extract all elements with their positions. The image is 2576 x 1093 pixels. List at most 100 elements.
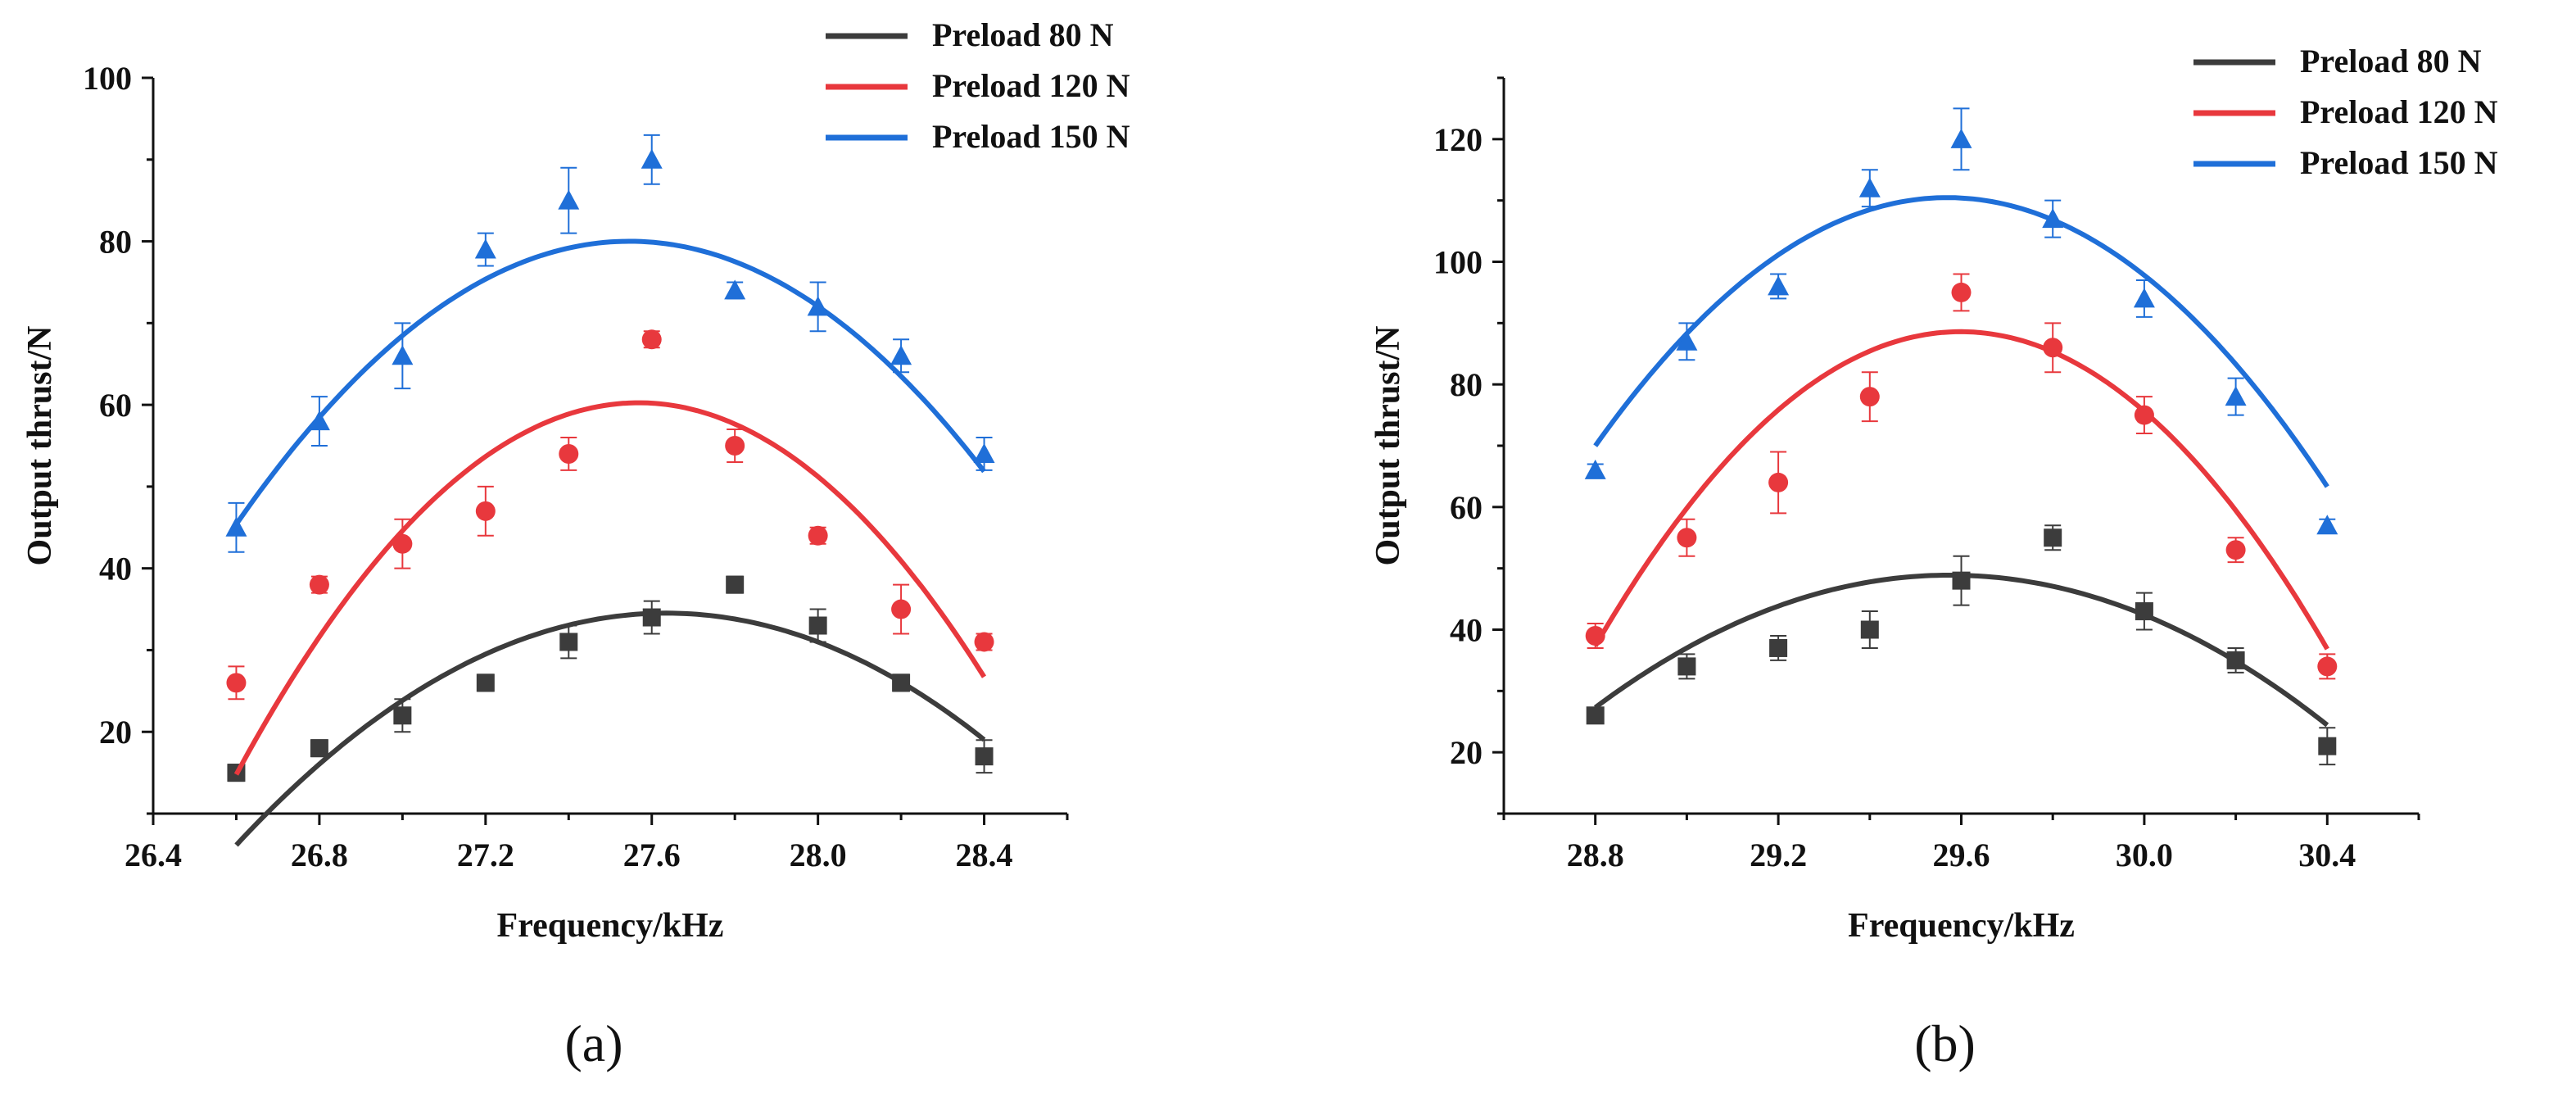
data-point (476, 673, 495, 692)
data-point (2317, 656, 2338, 677)
data-point (1584, 459, 1606, 479)
legend-label: Preload 150 N (932, 118, 1130, 155)
legend-label: Preload 120 N (2300, 93, 2498, 130)
data-point (1769, 638, 1788, 657)
data-point (310, 739, 328, 758)
data-point (807, 296, 829, 316)
data-point (641, 148, 663, 169)
y-tick-label: 20 (1450, 734, 1483, 771)
data-point (1586, 706, 1605, 725)
data-point (558, 189, 580, 210)
x-axis-title: Frequency/kHz (497, 907, 724, 945)
y-axis-title: Output thrust/N (1369, 326, 1407, 566)
fit-curve (1593, 329, 2329, 651)
x-tick-label: 29.2 (1750, 837, 1807, 873)
data-point (726, 575, 745, 594)
x-tick-label: 27.2 (457, 837, 514, 873)
fit-curve (1593, 195, 2329, 488)
series-preload-120-n (226, 329, 994, 776)
data-point (1677, 528, 1697, 548)
data-point (1768, 275, 1790, 296)
data-point (641, 329, 662, 350)
legend-label: Preload 80 N (2300, 43, 2482, 79)
data-point (1585, 625, 1605, 646)
data-point (2225, 386, 2247, 406)
x-axis-title: Frequency/kHz (1848, 907, 2075, 945)
y-tick-label: 40 (1450, 612, 1483, 649)
data-point (392, 345, 414, 365)
data-point (1859, 387, 1880, 407)
x-tick-label: 26.8 (291, 837, 348, 873)
fit-curve (234, 238, 986, 526)
x-tick-label: 30.0 (2116, 837, 2173, 873)
data-point (1860, 620, 1879, 639)
x-tick-label: 28.8 (1567, 837, 1624, 873)
data-point (2225, 540, 2246, 560)
x-tick-label: 30.4 (2298, 837, 2356, 873)
data-point (975, 747, 994, 766)
y-tick-label: 40 (99, 551, 132, 587)
y-axis-title: Output thrust/N (21, 326, 59, 566)
legend-label: Preload 150 N (2300, 144, 2498, 181)
data-point (891, 599, 912, 619)
data-point (474, 238, 496, 259)
data-point (808, 525, 828, 546)
data-point (2226, 651, 2245, 669)
data-point (2042, 208, 2064, 229)
series-preload-150-n (1584, 107, 2338, 535)
data-point (308, 410, 330, 431)
series-preload-80-n (1586, 524, 2337, 766)
series-preload-150-n (225, 134, 995, 553)
data-point (1676, 330, 1698, 351)
y-tick-label: 60 (99, 387, 132, 424)
x-tick-label: 27.6 (623, 837, 681, 873)
data-point (2043, 338, 2063, 358)
data-point (2318, 737, 2337, 755)
x-tick-label: 28.4 (956, 837, 1013, 873)
data-point (2044, 528, 2062, 547)
data-point (559, 443, 579, 464)
y-tick-label: 60 (1450, 489, 1483, 526)
data-point (392, 533, 413, 554)
fit-curve (234, 610, 986, 847)
y-tick-label: 80 (1450, 366, 1483, 403)
data-point (475, 501, 496, 521)
data-point (2133, 288, 2155, 308)
data-point (1858, 177, 1881, 197)
data-point (559, 633, 578, 651)
x-tick-label: 29.6 (1933, 837, 1990, 873)
data-point (892, 673, 911, 692)
panel-label: (a) (564, 1014, 622, 1073)
panel-label: (b) (1914, 1014, 1976, 1073)
x-tick-label: 26.4 (124, 837, 182, 873)
data-point (1677, 657, 1696, 676)
x-tick-label: 28.0 (790, 837, 847, 873)
data-point (973, 442, 995, 463)
data-point (890, 345, 912, 365)
y-tick-label: 100 (83, 60, 132, 97)
data-point (642, 608, 661, 627)
data-point (1951, 282, 1972, 302)
y-tick-label: 120 (1433, 121, 1483, 158)
data-point (1952, 571, 1971, 590)
data-point (309, 574, 329, 595)
data-point (2316, 515, 2338, 535)
legend-label: Preload 80 N (932, 16, 1114, 53)
fit-curve (233, 400, 987, 776)
data-point (808, 616, 827, 635)
y-tick-label: 20 (99, 714, 132, 751)
series-preload-80-n (227, 575, 994, 847)
legend-label: Preload 120 N (932, 67, 1130, 104)
y-tick-label: 80 (99, 224, 132, 261)
data-point (2134, 405, 2154, 425)
data-point (226, 673, 247, 693)
data-point (225, 516, 247, 537)
chart-panel-b: 20 40 60 80 100 120 28.8 29.2 29.6 30.0 30.4 Freque… (1369, 43, 2498, 1073)
data-point (724, 279, 746, 300)
data-point (725, 436, 745, 456)
data-point (1768, 472, 1789, 492)
data-point (393, 706, 412, 725)
data-point (974, 632, 994, 652)
chart-panel-a: 20 40 60 80 100 26.4 26.8 27.2 27.6 28.0 28.4 Frequ… (21, 16, 1130, 1073)
